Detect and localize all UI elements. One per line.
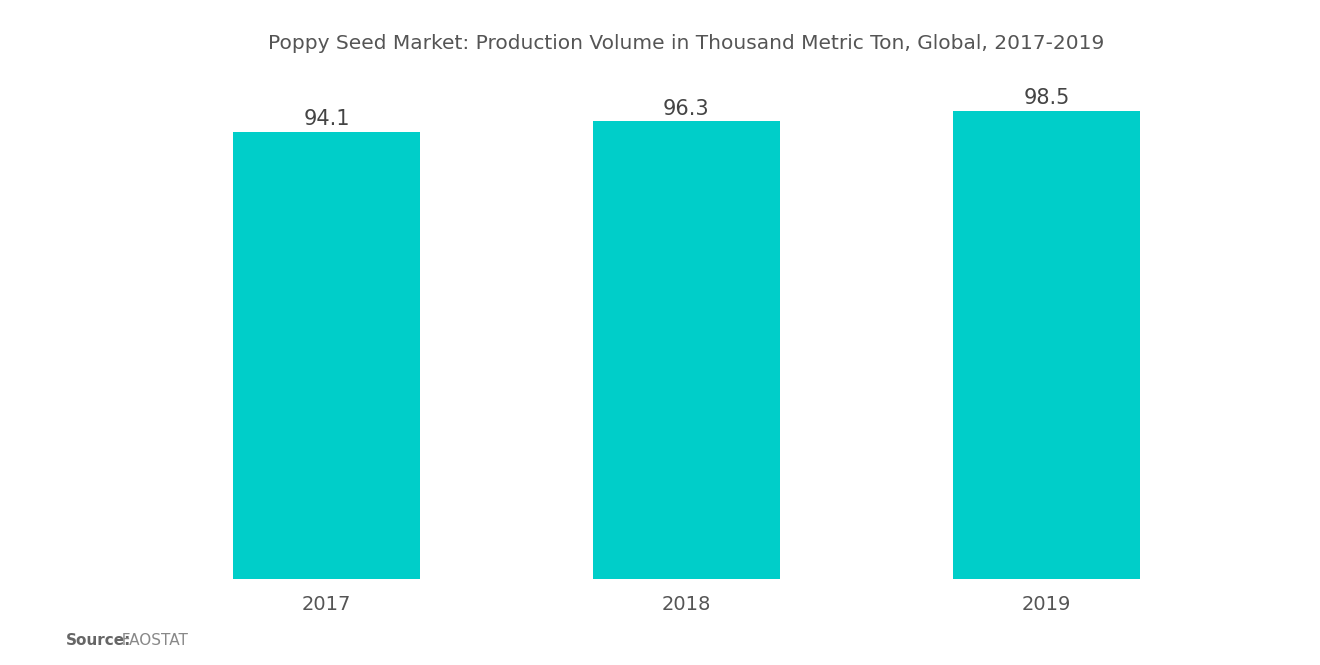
Text: 96.3: 96.3 xyxy=(663,98,710,119)
Text: Source:: Source: xyxy=(66,633,132,648)
Text: 98.5: 98.5 xyxy=(1023,88,1069,108)
Bar xyxy=(593,121,780,579)
Text: FAOSTAT: FAOSTAT xyxy=(112,633,187,648)
Text: 94.1: 94.1 xyxy=(304,109,350,129)
Bar xyxy=(953,110,1140,579)
Bar xyxy=(232,132,420,579)
Title: Poppy Seed Market: Production Volume in Thousand Metric Ton, Global, 2017-2019: Poppy Seed Market: Production Volume in … xyxy=(268,34,1105,53)
